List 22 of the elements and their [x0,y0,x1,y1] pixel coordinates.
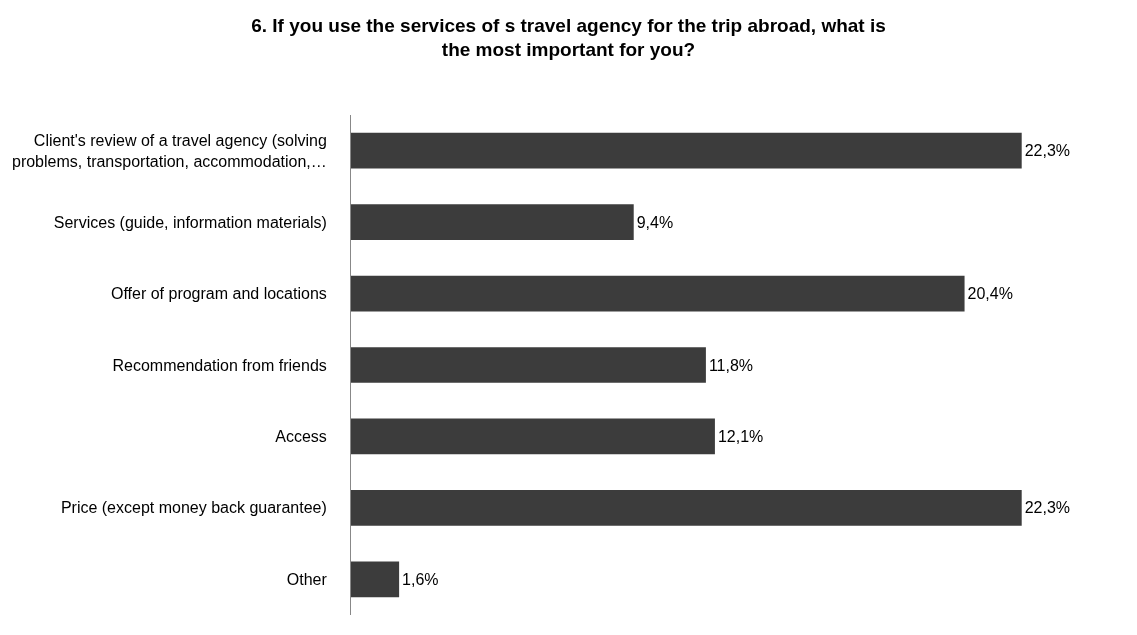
y-tick-label: Recommendation from friends [112,356,327,374]
data-label: 9,4% [636,213,674,231]
chart-title: 6. If you use the services of s travel agency for the trip abroad, what is the most important for you? [251,14,886,61]
bar [351,347,706,383]
y-tick-label: Access [275,428,327,446]
bar [351,275,965,312]
bar [351,418,715,455]
y-tick-label: Services (guide, information materials) [53,213,327,231]
data-label: 20,4% [967,285,1013,303]
data-label: 12,1% [717,427,764,445]
bar [351,490,1022,526]
y-tick-label: Client's review of a travel agency (solving problems, transportation, accommodation,… [11,131,327,170]
y-tick-label: Offer of program and locations [110,285,327,303]
y-tick-label: Price (except money back guarantee) [60,499,327,517]
bar [351,204,634,240]
data-label: 11,8% [708,356,754,374]
bar [351,132,1022,169]
data-label: 1,6% [402,570,439,588]
y-tick-label: Other [286,570,328,588]
data-label: 22,3% [1024,499,1071,517]
bar [351,561,400,598]
data-label: 22,3% [1024,142,1071,160]
